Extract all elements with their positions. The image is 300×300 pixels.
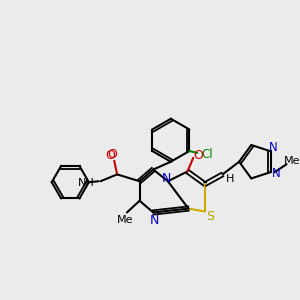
Text: N: N xyxy=(149,214,159,227)
Text: O: O xyxy=(193,149,203,162)
Text: H: H xyxy=(226,174,235,184)
Text: O: O xyxy=(107,148,117,161)
Text: Me: Me xyxy=(284,156,300,166)
Text: N: N xyxy=(161,172,171,185)
Text: Me: Me xyxy=(117,215,133,225)
Text: Cl: Cl xyxy=(201,148,213,161)
Text: NH: NH xyxy=(78,178,95,188)
Text: N: N xyxy=(268,141,277,154)
Text: S: S xyxy=(206,210,214,223)
Text: N: N xyxy=(272,167,280,181)
Text: O: O xyxy=(105,149,115,162)
